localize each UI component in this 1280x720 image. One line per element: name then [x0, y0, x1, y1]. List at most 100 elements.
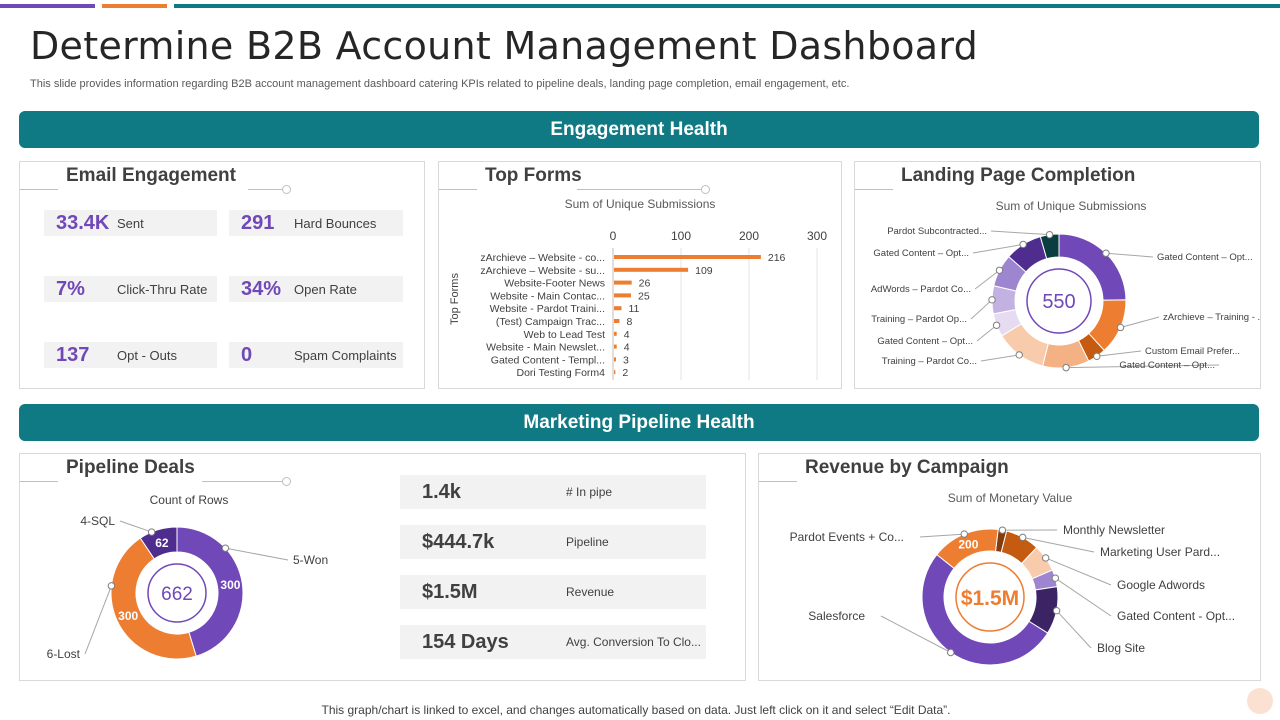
marketing-pipeline-health-banner: Marketing Pipeline Health: [19, 404, 1259, 441]
slice-value-label: 300: [220, 578, 240, 592]
leader-dot: [1019, 240, 1027, 249]
pipeline-deals-title: Pipeline Deals: [66, 457, 195, 478]
leader-line: [1055, 577, 1112, 617]
y-axis-label: Top Forms: [449, 273, 461, 325]
leader-dot: [1015, 351, 1023, 359]
pipeline-kpi-in-pipe: 1.4k # In pipe: [400, 475, 706, 509]
leader-dot: [221, 544, 230, 552]
data-label: 4: [624, 342, 630, 354]
data-label: 11: [628, 303, 639, 315]
leader-line: [225, 547, 289, 561]
leader-dot: [1116, 323, 1125, 332]
top-forms-bar-chart: Sum of Unique Submissions 0 100 200 300 Top F…: [449, 197, 827, 380]
top-forms-card: Top Forms Sum of Unique Submissions 0 100 2…: [438, 161, 842, 389]
donut-center-value: $1.5M: [961, 587, 1019, 610]
page-title: Determine B2B Account Management Dashboa…: [30, 24, 979, 68]
kpi-hard-bounces: 291 Hard Bounces: [229, 210, 403, 236]
top-accent-bar-teal: [174, 4, 1280, 8]
donut-slice: [921, 553, 1049, 666]
slice-label: Gated Content – Opt...: [873, 248, 969, 259]
kpi-value: 7%: [56, 278, 85, 300]
slice-label: Gated Content – Opt...: [1119, 360, 1215, 371]
leader-line: [1105, 252, 1154, 258]
slice-label: 6-Lost: [47, 647, 81, 661]
kpi-label: Open Rate: [294, 282, 357, 297]
data-label: 26: [639, 278, 651, 290]
category-label: (Test) Campaign Trac...: [496, 316, 605, 328]
slice-label: Gated Content – Opt...: [877, 336, 973, 347]
leader-dot: [1018, 533, 1027, 542]
leader-line: [972, 243, 1024, 254]
leader-line: [84, 585, 112, 655]
leader-line: [974, 269, 1000, 290]
bar: [614, 280, 632, 285]
kpi-value: 137: [56, 344, 90, 366]
kpi-label: Spam Complaints: [294, 348, 397, 363]
card-decoration-dot: [282, 185, 291, 194]
email-engagement-title: Email Engagement: [66, 165, 236, 186]
leader-line: [1022, 536, 1095, 553]
category-label: Website - Main Newslet...: [486, 342, 605, 354]
bar: [614, 267, 689, 272]
leader-dot: [1093, 352, 1101, 360]
donut-center-ring: [147, 563, 207, 623]
x-tick-label: 100: [671, 229, 691, 243]
data-label: 109: [695, 265, 713, 277]
leader-dot: [107, 582, 116, 590]
slice-label: Google Adwords: [1117, 578, 1205, 592]
card-decoration: [20, 481, 58, 482]
top-forms-title: Top Forms: [485, 165, 582, 186]
leader-dot: [995, 266, 1004, 274]
card-decoration-dot: [701, 185, 710, 194]
slice-label: zArchieve – Training - ...: [1163, 312, 1260, 323]
data-label: 8: [626, 316, 632, 328]
chart-title: Sum of Monetary Value: [948, 491, 1073, 505]
leader-line: [976, 324, 997, 342]
kpi-spam-complaints: 0 Spam Complaints: [229, 342, 403, 368]
bar: [614, 357, 617, 362]
card-decoration: [855, 189, 893, 190]
slice-value-label: 62: [155, 536, 169, 550]
bar: [614, 255, 761, 259]
slice-label: 5-Won: [293, 553, 328, 567]
pipeline-kpi-label: Revenue: [566, 585, 615, 599]
card-decoration: [248, 189, 286, 190]
landing-page-donut-chart: Sum of Unique Submissions Gated Content –…: [871, 199, 1260, 372]
pipeline-kpi-revenue: $1.5M Revenue: [400, 575, 706, 609]
bar: [614, 370, 616, 375]
revenue-by-campaign-donut-chart: Sum of Monetary Value Monthly Newsletter M…: [790, 491, 1235, 666]
data-label: 216: [768, 252, 786, 264]
bar: [614, 293, 631, 298]
bar: [614, 319, 620, 323]
pipeline-kpi-value: 1.4k: [422, 481, 461, 503]
kpi-sent: 33.4K Sent: [44, 210, 217, 236]
leader-dot: [1052, 606, 1061, 615]
leader-line: [980, 354, 1020, 362]
kpi-value: 33.4K: [56, 212, 110, 234]
donut-center-value: 550: [1042, 291, 1075, 313]
slice-value-label: 300: [118, 609, 138, 623]
revenue-by-campaign-title: Revenue by Campaign: [805, 457, 1009, 478]
category-label: Website-Footer News: [504, 278, 605, 290]
leader-dot: [1045, 230, 1054, 239]
chart-title: Count of Rows: [150, 493, 229, 507]
leader-dot: [992, 321, 1001, 329]
slice-label: Salesforce: [808, 609, 865, 623]
data-label: 25: [638, 290, 650, 302]
leader-dot: [147, 528, 156, 536]
kpi-opt-outs: 137 Opt - Outs: [44, 342, 217, 368]
card-decoration: [439, 189, 477, 190]
pipeline-kpi-value: $1.5M: [422, 581, 478, 603]
slice-label: Gated Content - Opt...: [1117, 609, 1235, 623]
kpi-value: 34%: [241, 278, 282, 300]
donut-slice: [110, 537, 197, 660]
pipeline-kpi-conversion: 154 Days Avg. Conversion To Clo...: [400, 625, 706, 659]
pipeline-kpi-label: # In pipe: [566, 485, 613, 499]
leader-line: [1056, 610, 1092, 649]
slice-label: Training – Pardot Co...: [882, 356, 977, 367]
card-decoration: [577, 189, 705, 190]
leader-dot: [960, 530, 968, 538]
leader-line: [1120, 316, 1160, 328]
pipeline-kpi-label: Avg. Conversion To Clo...: [566, 635, 701, 649]
top-accent-bar-orange: [102, 4, 167, 8]
